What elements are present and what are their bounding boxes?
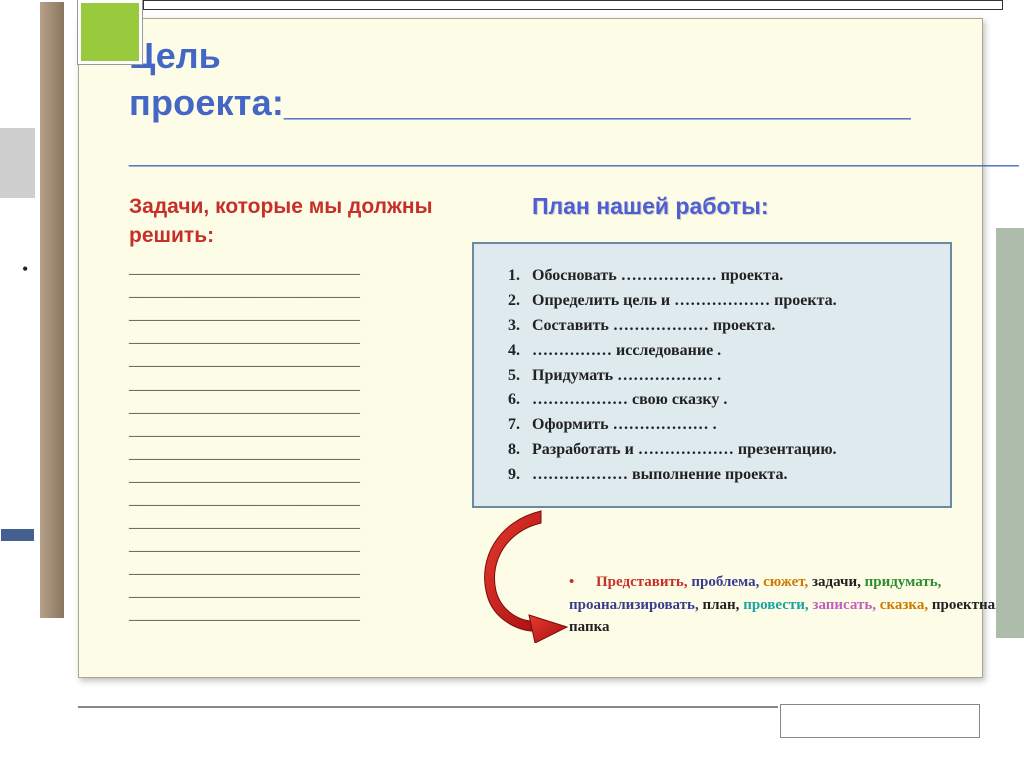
tasks-blank-line: _________________________________ [129,374,442,397]
tasks-blank-line: _________________________________ [129,604,442,627]
word-bank: • Представить, проблема, сюжет, задачи, … [569,571,1024,639]
plan-item: …………… исследование . [524,339,928,364]
decor-blue-strip [0,528,35,542]
tasks-heading: Задачи, которые мы должны решить: [129,193,442,250]
slide-title: Цель проекта:___________________________… [129,33,952,173]
plan-item: Обосновать ……………… проекта. [524,264,928,289]
word-bank-words: Представить, проблема, сюжет, задачи, пр… [569,574,1003,635]
title-line2: проекта:_______________________________ [129,80,952,127]
plan-heading: План нашей работы: [532,193,952,220]
word-bank-word: Представить, [596,574,691,590]
side-bullet-icon: • [22,259,28,280]
tasks-blank-line: _________________________________ [129,304,442,327]
tasks-blank-lines: ________________________________________… [129,258,442,628]
slide-card: Цель проекта:___________________________… [78,18,983,678]
title-prefix: проекта: [129,82,284,123]
word-bank-word: придумать, [865,574,942,590]
word-bank-word: проанализировать, [569,597,702,613]
plan-item: ……………… выполнение проекта. [524,463,928,488]
tasks-blank-line: _________________________________ [129,420,442,443]
tasks-blank-line: _________________________________ [129,443,442,466]
tasks-blank-line: _________________________________ [129,327,442,350]
tasks-blank-line: _________________________________ [129,397,442,420]
title-underline-1: _______________________________ [284,82,911,123]
word-bank-word: сказка, [880,597,932,613]
decor-brown-bar [38,0,66,620]
word-bank-word: провести, [743,597,812,613]
tasks-blank-line: _________________________________ [129,581,442,604]
plan-item: Составить ……………… проекта. [524,314,928,339]
plan-item: Разработать и ……………… презентацию. [524,438,928,463]
tasks-blank-line: _________________________________ [129,258,442,281]
decor-gray-block [0,128,35,198]
plan-item: ……………… свою сказку . [524,388,928,413]
tasks-blank-line: _________________________________ [129,535,442,558]
word-bank-word: записать, [812,597,879,613]
decor-top-border [143,0,1003,10]
word-bank-word: задачи, [812,574,865,590]
word-bank-word: план, [702,597,743,613]
tasks-blank-line: _________________________________ [129,281,442,304]
plan-item: Придумать ……………… . [524,364,928,389]
decor-bottom-line [78,706,778,708]
decor-green-square [78,0,142,64]
word-bank-word: проблема, [691,574,763,590]
plan-item: Оформить ……………… . [524,413,928,438]
tasks-column: Задачи, которые мы должны решить: ______… [129,193,442,627]
tasks-blank-line: _________________________________ [129,489,442,512]
word-bank-word: сюжет, [763,574,812,590]
tasks-blank-line: _________________________________ [129,350,442,373]
plan-item: Определить цель и ……………… проекта. [524,289,928,314]
decor-bottom-box [780,704,980,738]
bullet-icon: • [569,574,574,590]
tasks-blank-line: _________________________________ [129,512,442,535]
decor-sage-bar [996,228,1024,638]
plan-list: Обосновать ……………… проекта.Определить цел… [500,264,928,487]
curved-arrow-icon [469,503,579,643]
tasks-blank-line: _________________________________ [129,558,442,581]
title-underline-2: ________________________________________… [129,127,952,174]
tasks-blank-line: _________________________________ [129,466,442,489]
title-line1: Цель [129,33,952,80]
plan-box: Обосновать ……………… проекта.Определить цел… [472,242,952,507]
